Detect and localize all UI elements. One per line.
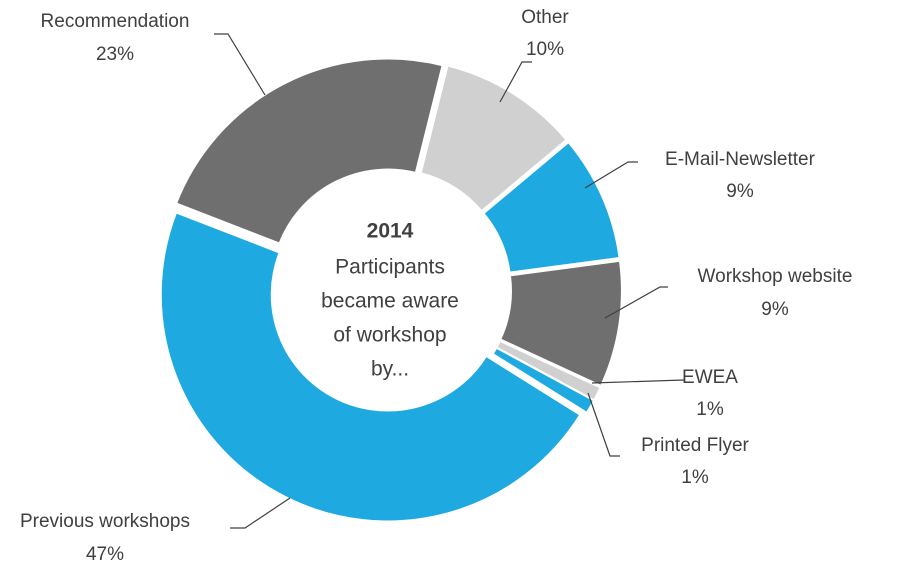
slice-value: 1% xyxy=(696,399,724,420)
donut-slice xyxy=(419,64,568,213)
leader-line xyxy=(230,497,291,529)
slice-label: E-Mail-Newsletter xyxy=(665,149,816,170)
donut-slice xyxy=(174,57,444,245)
donut-slice xyxy=(482,140,621,274)
center-text: became aware xyxy=(321,290,459,313)
leader-line xyxy=(604,286,668,319)
slice-value: 10% xyxy=(526,39,564,60)
slice-label: Other xyxy=(521,7,569,28)
leader-line xyxy=(587,392,620,457)
slice-label: Workshop website xyxy=(698,266,853,287)
donut-slice xyxy=(159,211,582,523)
leader-line xyxy=(584,161,638,189)
center-title: 2014 xyxy=(367,220,414,243)
leader-line xyxy=(214,33,266,96)
slice-label: Previous workshops xyxy=(20,511,190,532)
center-text: Participants xyxy=(335,256,445,279)
donut-slice xyxy=(498,259,623,388)
slice-value: 1% xyxy=(681,467,709,488)
center-text: by... xyxy=(371,358,409,381)
slice-value: 9% xyxy=(761,299,789,320)
slice-label: Printed Flyer xyxy=(641,435,749,456)
slice-value: 9% xyxy=(726,181,754,202)
slice-value: 23% xyxy=(96,44,134,65)
slice-label: Recommendation xyxy=(41,11,190,32)
leader-line xyxy=(591,379,685,384)
leader-line xyxy=(499,61,532,103)
slice-value: 47% xyxy=(86,544,124,565)
slice-label: EWEA xyxy=(682,367,738,388)
center-text: of workshop xyxy=(333,324,446,347)
